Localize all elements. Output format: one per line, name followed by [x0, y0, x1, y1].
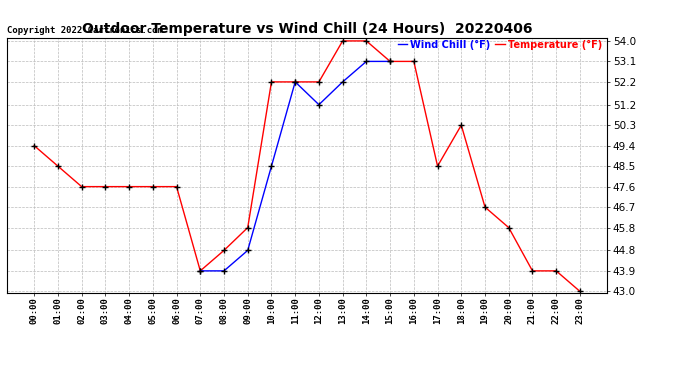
Text: Copyright 2022 Cartronics.com: Copyright 2022 Cartronics.com: [7, 26, 163, 35]
Title: Outdoor Temperature vs Wind Chill (24 Hours)  20220406: Outdoor Temperature vs Wind Chill (24 Ho…: [82, 22, 532, 36]
Legend: Wind Chill (°F), Temperature (°F): Wind Chill (°F), Temperature (°F): [397, 40, 602, 50]
